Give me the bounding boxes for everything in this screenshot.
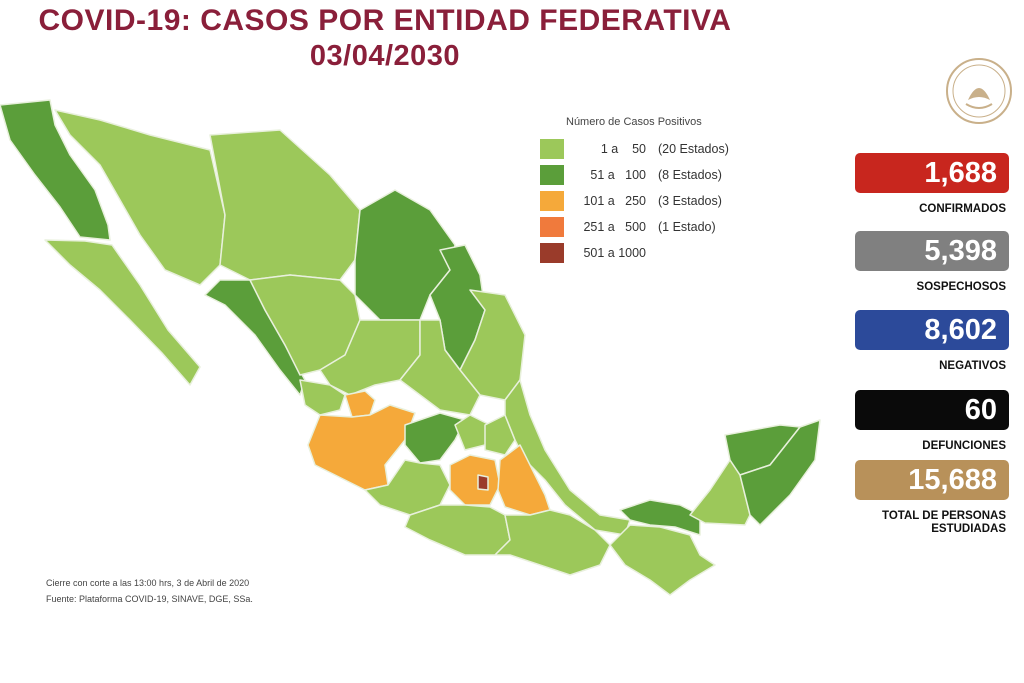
- legend-count: (3 Estados): [658, 194, 722, 208]
- legend-range: 101 a 250: [583, 194, 646, 208]
- stat-label: SOSPECHOSOS: [820, 281, 1006, 294]
- legend-item: 101 a 250 (3 Estados): [540, 190, 760, 212]
- state-baja-california: [0, 99, 111, 241]
- stat-label-line: SOSPECHOSOS: [916, 281, 1006, 293]
- legend-count: (20 Estados): [658, 142, 729, 156]
- legend-title: Número de Casos Positivos: [566, 116, 702, 128]
- legend-swatch: [540, 191, 564, 211]
- state-chiapas: [609, 524, 716, 596]
- legend-item: 1 a 50 (20 Estados): [540, 138, 760, 160]
- stat-value-defunciones: 60: [855, 390, 1009, 430]
- state-guanajuato: [404, 412, 466, 464]
- state-cdmx: [477, 474, 489, 491]
- legend-count: (1 Estado): [658, 220, 716, 234]
- state-hidalgo: [484, 414, 516, 456]
- footer-cutoff-note: Cierre con corte a las 13:00 hrs, 3 de A…: [46, 578, 250, 588]
- legend-item: 501 a 1000: [540, 242, 760, 264]
- stat-value-sospechosos: 5,398: [855, 231, 1009, 271]
- stat-label-line: ESTUDIADAS: [931, 523, 1006, 535]
- report-date: 03/04/2030: [309, 40, 461, 72]
- state-chihuahua: [209, 129, 361, 281]
- legend-range: 501 a 1000: [583, 246, 646, 260]
- legend-swatch: [540, 217, 564, 237]
- legend-range: 251 a 500: [583, 220, 646, 234]
- state-guerrero: [404, 504, 511, 556]
- stat-label: CONFIRMADOS: [820, 203, 1006, 216]
- page-title: COVID-19: CASOS POR ENTIDAD FEDERATIVA: [38, 4, 732, 37]
- state-tamaulipas: [459, 289, 526, 401]
- footer-source-note: Fuente: Plataforma COVID-19, SINAVE, DGE…: [46, 594, 253, 604]
- legend-range: 51 a 100: [590, 168, 646, 182]
- legend-swatch: [540, 243, 564, 263]
- stat-label-line: DEFUNCIONES: [922, 440, 1006, 452]
- legend-count: (8 Estados): [658, 168, 722, 182]
- stat-label-line: TOTAL DE PERSONAS: [882, 510, 1006, 522]
- legend-item: 251 a 500 (1 Estado): [540, 216, 760, 238]
- stat-label-line: NEGATIVOS: [939, 360, 1006, 372]
- legend-swatch: [540, 165, 564, 185]
- stat-label-line: CONFIRMADOS: [919, 203, 1006, 215]
- legend-swatch: [540, 139, 564, 159]
- state-michoacan: [364, 459, 451, 516]
- stat-label: DEFUNCIONES: [820, 440, 1006, 453]
- mexico-states-map: [0, 99, 821, 596]
- stat-label: NEGATIVOS: [820, 360, 1006, 373]
- state-nayarit: [299, 379, 346, 416]
- stat-value-negativos: 8,602: [855, 310, 1009, 350]
- state-quintana-roo: [739, 419, 821, 526]
- stat-label: TOTAL DE PERSONAS ESTUDIADAS: [820, 510, 1006, 536]
- state-sonora: [54, 109, 226, 286]
- legend-range: 1 a 50: [600, 142, 646, 156]
- state-estado-de-mexico: [449, 454, 501, 506]
- state-oaxaca: [494, 509, 611, 576]
- state-tabasco: [619, 499, 701, 536]
- state-baja-california-sur: [44, 239, 201, 386]
- stat-value-total: 15,688: [855, 460, 1009, 500]
- state-jalisco: [307, 404, 416, 491]
- national-seal-icon: [946, 58, 1012, 124]
- map-legend: Número de Casos Positivos 1 a 50 (20 Esta…: [540, 116, 760, 268]
- stat-value-confirmados: 1,688: [855, 153, 1009, 193]
- state-aguascalientes: [344, 390, 376, 418]
- legend-item: 51 a 100 (8 Estados): [540, 164, 760, 186]
